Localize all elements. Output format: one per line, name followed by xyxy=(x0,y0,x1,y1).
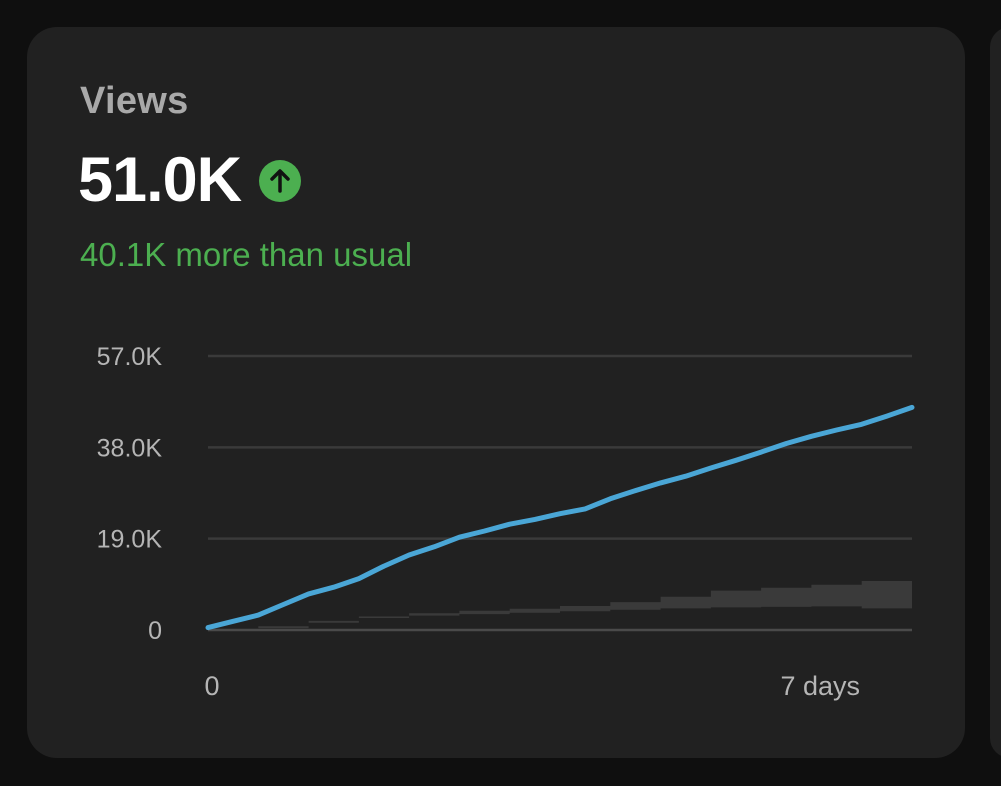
views-point xyxy=(256,613,260,617)
views-point xyxy=(206,626,210,630)
views-point xyxy=(231,619,235,623)
views-point xyxy=(558,512,562,516)
usual-range-band xyxy=(208,580,912,630)
views-point xyxy=(483,529,487,533)
views-point xyxy=(332,585,336,589)
views-point xyxy=(709,466,713,470)
delta-text: 40.1K more than usual xyxy=(80,236,413,273)
y-tick-label: 38.0K xyxy=(97,434,163,462)
views-point xyxy=(784,441,788,445)
x-tick-label: 0 xyxy=(204,671,219,701)
views-point xyxy=(583,507,587,511)
views-point xyxy=(684,474,688,478)
views-point xyxy=(734,458,738,462)
views-point xyxy=(457,535,461,539)
views-point xyxy=(357,577,361,581)
views-point xyxy=(910,405,914,409)
views-value: 51.0K xyxy=(78,145,242,215)
views-point xyxy=(608,497,612,501)
views-point xyxy=(508,522,512,526)
views-point xyxy=(432,545,436,549)
views-point xyxy=(860,422,864,426)
views-point xyxy=(382,564,386,568)
next-card-edge[interactable] xyxy=(990,27,1001,758)
views-point xyxy=(659,481,663,485)
views-point xyxy=(407,553,411,557)
y-tick-label: 57.0K xyxy=(97,343,163,371)
views-point xyxy=(759,450,763,454)
card-title: Views xyxy=(80,80,189,122)
views-point xyxy=(885,414,889,418)
views-point xyxy=(633,489,637,493)
views-point xyxy=(307,592,311,596)
views-point xyxy=(809,434,813,438)
views-card[interactable] xyxy=(27,27,965,758)
y-tick-label: 19.0K xyxy=(97,526,163,554)
up-arrow-icon xyxy=(259,160,302,202)
views-point xyxy=(533,517,537,521)
y-tick-label: 0 xyxy=(148,617,162,645)
x-tick-label: 7 days xyxy=(780,671,860,701)
views-point xyxy=(835,428,839,432)
views-point xyxy=(281,603,285,607)
value-row: 51.0K xyxy=(78,140,302,220)
